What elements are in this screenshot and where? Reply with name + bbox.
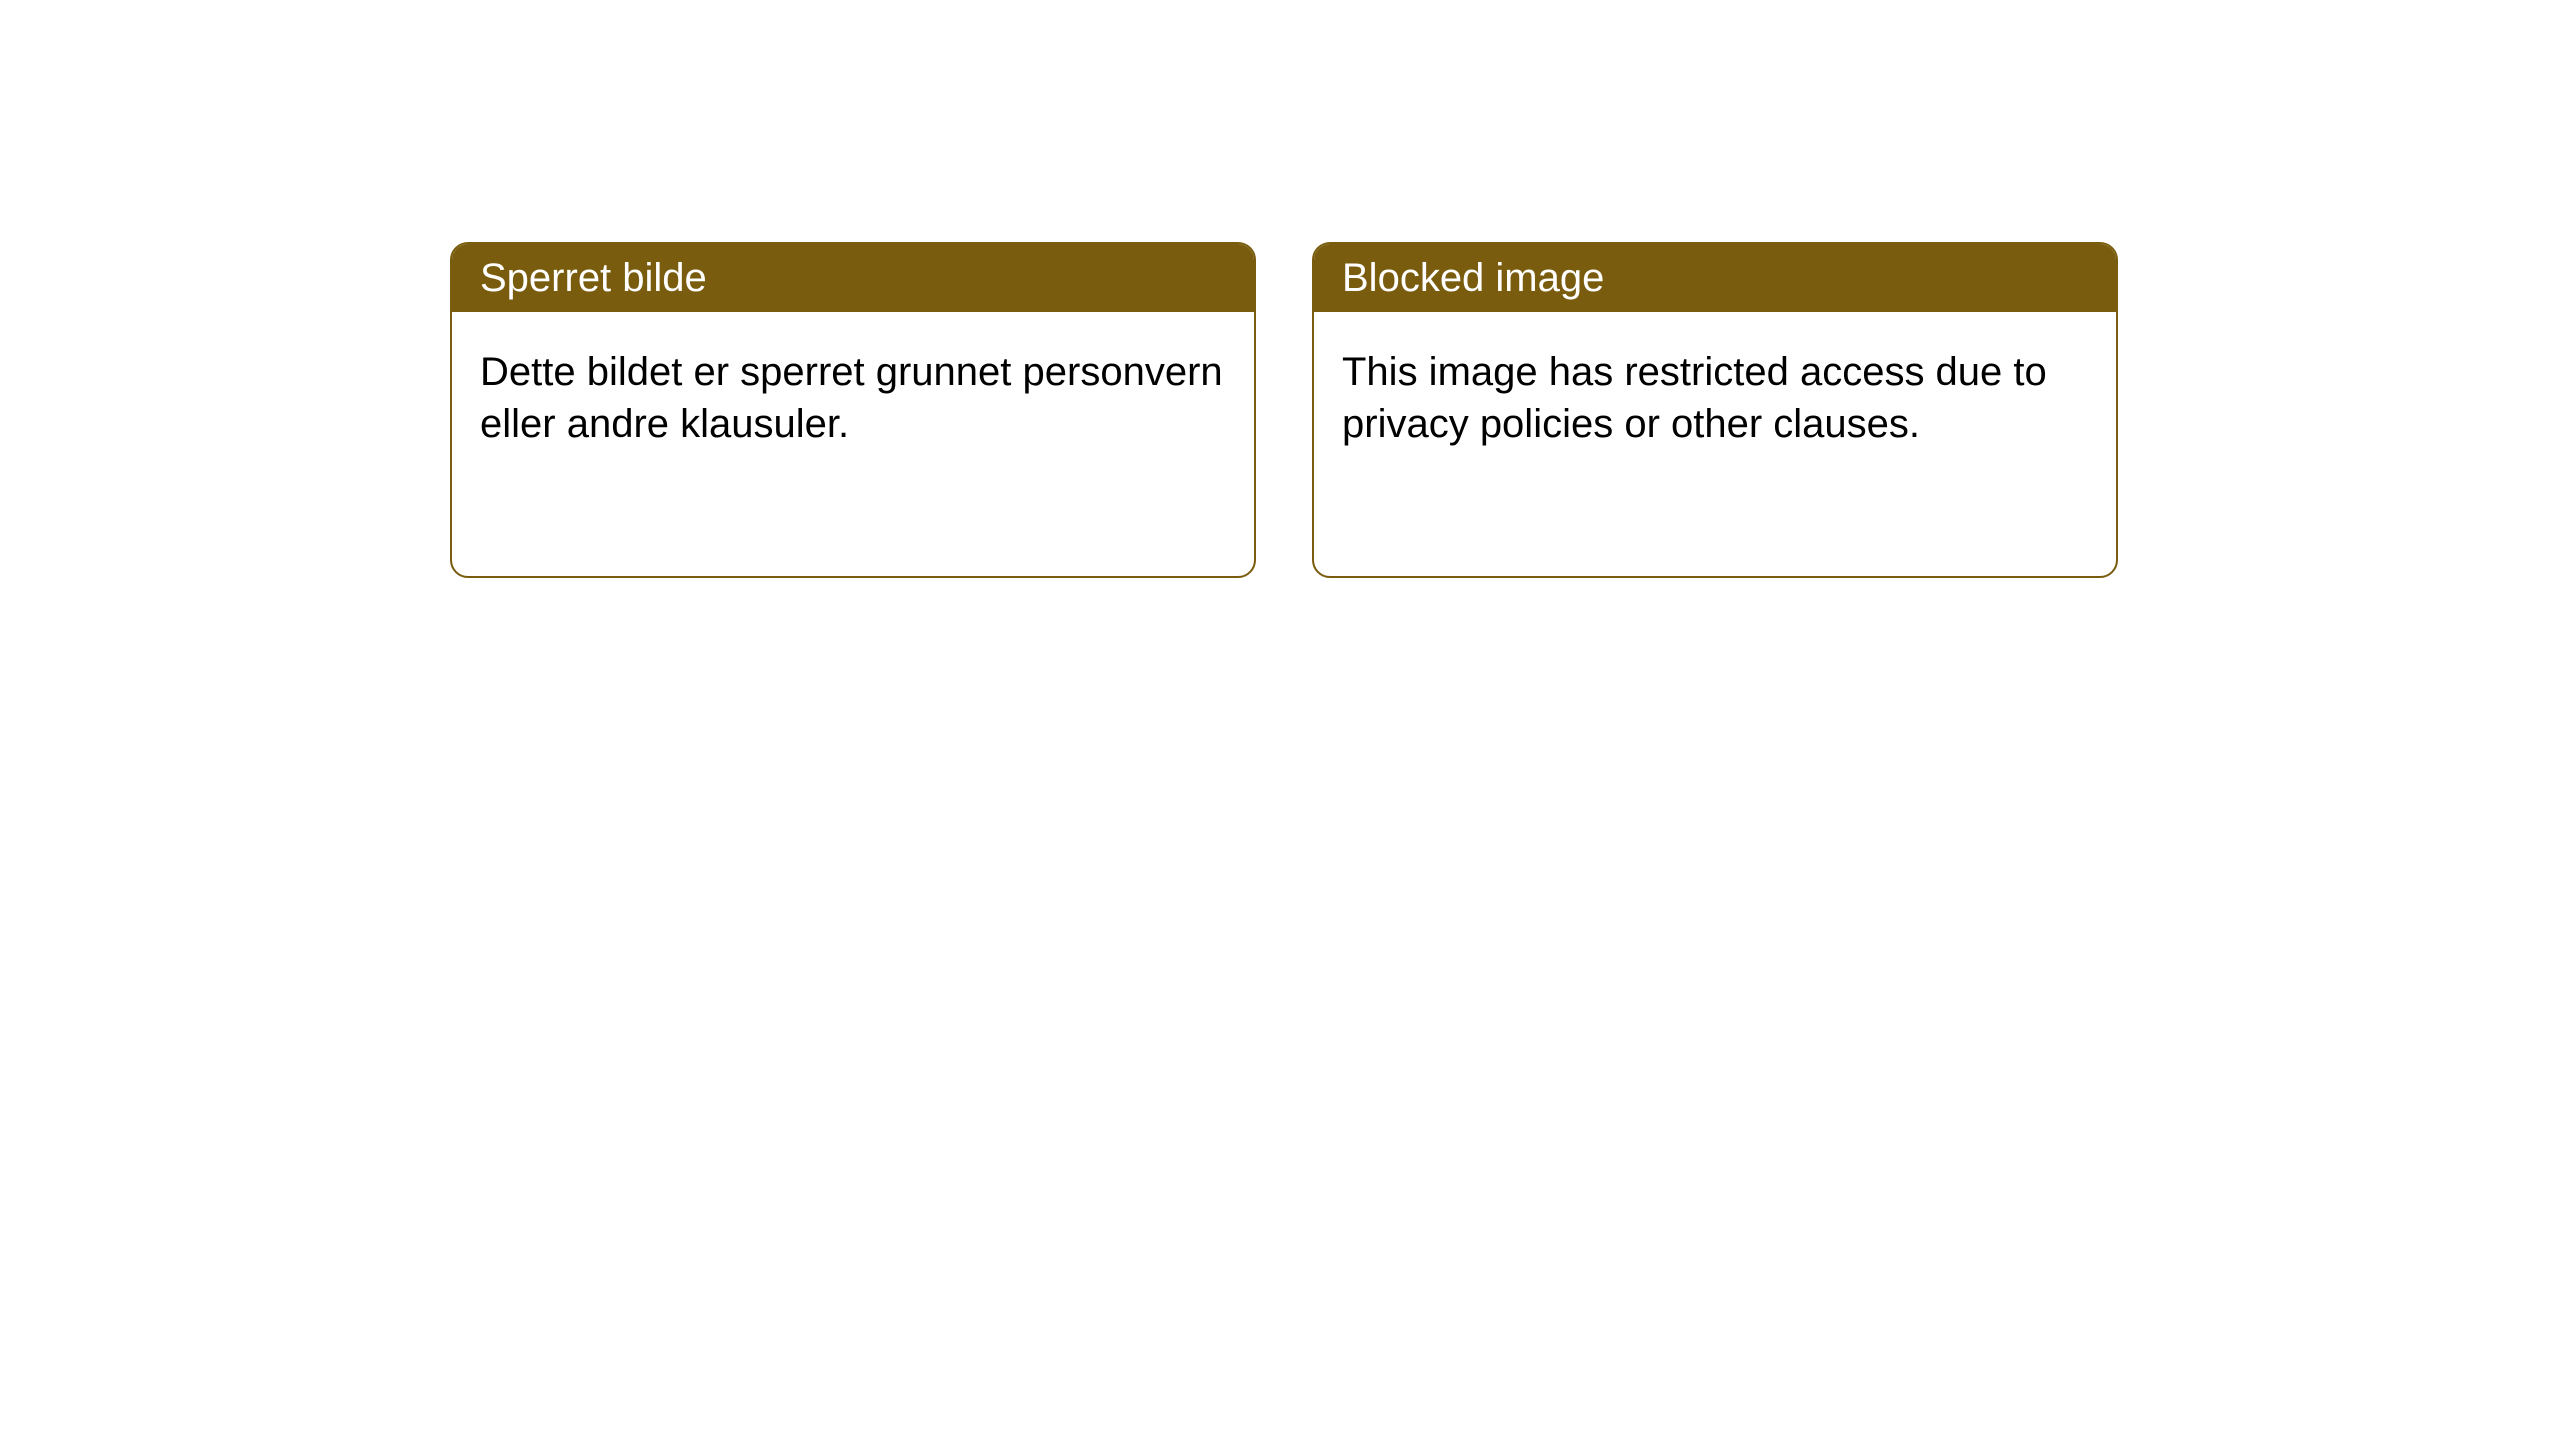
blocked-image-card-no-body: Dette bildet er sperret grunnet personve…: [452, 312, 1254, 484]
blocked-image-card-en-body: This image has restricted access due to …: [1314, 312, 2116, 484]
blocked-image-card-en: Blocked image This image has restricted …: [1312, 242, 2118, 578]
notice-container: Sperret bilde Dette bildet er sperret gr…: [0, 0, 2560, 578]
blocked-image-card-en-title: Blocked image: [1314, 244, 2116, 312]
blocked-image-card-no-title: Sperret bilde: [452, 244, 1254, 312]
blocked-image-card-no: Sperret bilde Dette bildet er sperret gr…: [450, 242, 1256, 578]
